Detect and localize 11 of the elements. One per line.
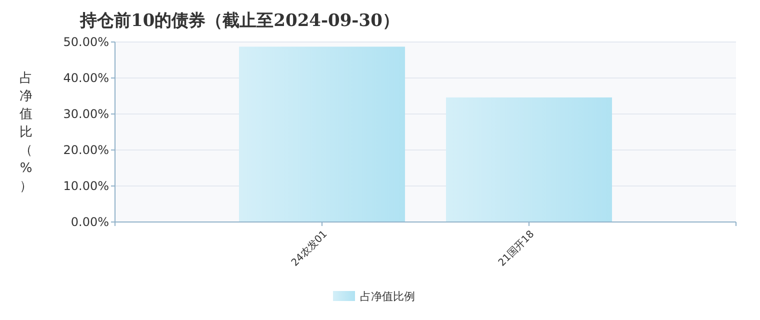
legend-label: 占净值比例	[360, 290, 415, 303]
y-tick-label: 0.00%	[70, 215, 109, 230]
y-tick-label: 40.00%	[63, 71, 109, 86]
x-tick-label: 21国开18	[496, 228, 537, 269]
y-tick-label: 30.00%	[63, 107, 109, 122]
y-tick-label: 10.00%	[63, 179, 109, 194]
y-tick-label: 50.00%	[63, 35, 109, 50]
x-tick-label: 24农发01	[290, 228, 330, 269]
y-axis-title: 占净值比（%）	[20, 71, 32, 194]
chart-title: 持仓前10的债券（截止至2024-09-30）	[79, 11, 400, 31]
y-tick-label: 20.00%	[63, 143, 109, 158]
